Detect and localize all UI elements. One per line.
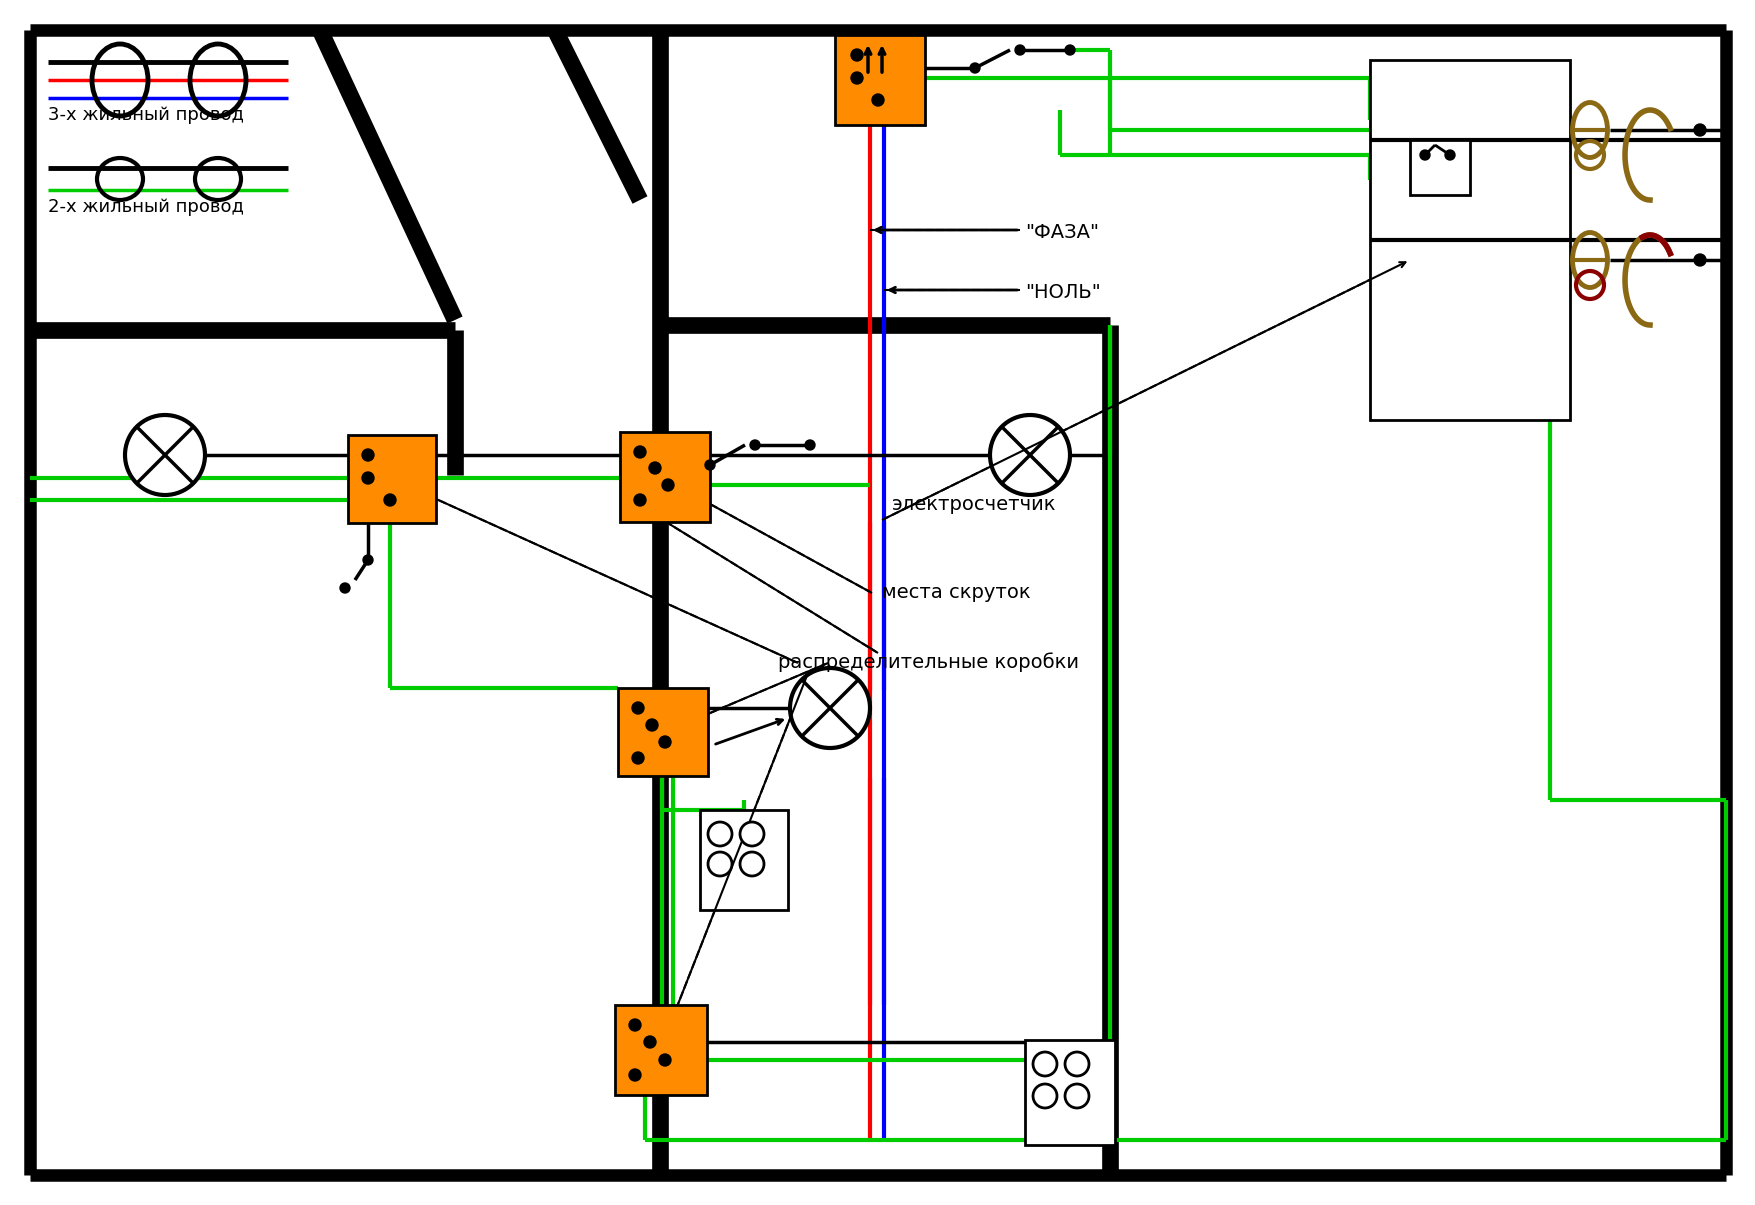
Circle shape [1032,1084,1057,1109]
Circle shape [634,446,646,458]
Circle shape [649,462,660,474]
Bar [1409,140,1469,195]
Circle shape [1014,45,1025,55]
Circle shape [1420,149,1429,160]
Bar [614,1005,707,1095]
Bar [620,433,709,522]
Circle shape [362,449,374,462]
Circle shape [646,719,658,731]
Bar [1369,60,1569,421]
Circle shape [1444,149,1455,160]
Circle shape [804,440,814,449]
Circle shape [707,822,732,846]
Circle shape [644,1036,656,1048]
Bar [347,435,435,523]
Circle shape [851,49,862,61]
Circle shape [749,440,760,449]
Circle shape [362,472,374,484]
Circle shape [662,480,674,490]
Circle shape [632,752,644,764]
Circle shape [632,703,644,715]
Text: "ФАЗА": "ФАЗА" [1025,223,1099,242]
Circle shape [990,415,1069,495]
Bar [700,810,788,910]
Text: 2-х жильный провод: 2-х жильный провод [47,198,244,216]
Circle shape [658,1054,670,1066]
Circle shape [790,668,869,748]
Text: распределительные коробки: распределительные коробки [777,652,1078,672]
Text: места скруток: места скруток [881,583,1030,602]
Circle shape [125,415,205,495]
Circle shape [363,556,372,565]
Circle shape [851,72,862,84]
Text: "НОЛЬ": "НОЛЬ" [1025,283,1100,302]
Circle shape [1064,1084,1088,1109]
Circle shape [1032,1052,1057,1076]
Circle shape [628,1069,641,1081]
Bar [618,688,707,776]
Circle shape [739,822,763,846]
Circle shape [1064,1052,1088,1076]
Text: электросчетчик: электросчетчик [892,495,1057,515]
Circle shape [1694,254,1706,266]
Circle shape [340,583,349,593]
Circle shape [1064,45,1074,55]
Bar [1025,1040,1114,1145]
Circle shape [628,1019,641,1031]
Circle shape [1694,124,1706,136]
Circle shape [704,460,714,470]
Circle shape [969,63,979,74]
Circle shape [707,852,732,876]
Circle shape [739,852,763,876]
Text: 3-х жильный провод: 3-х жильный провод [47,106,244,124]
Circle shape [634,494,646,506]
Circle shape [658,736,670,748]
Circle shape [872,94,883,106]
Bar [835,35,925,125]
Circle shape [384,494,397,506]
